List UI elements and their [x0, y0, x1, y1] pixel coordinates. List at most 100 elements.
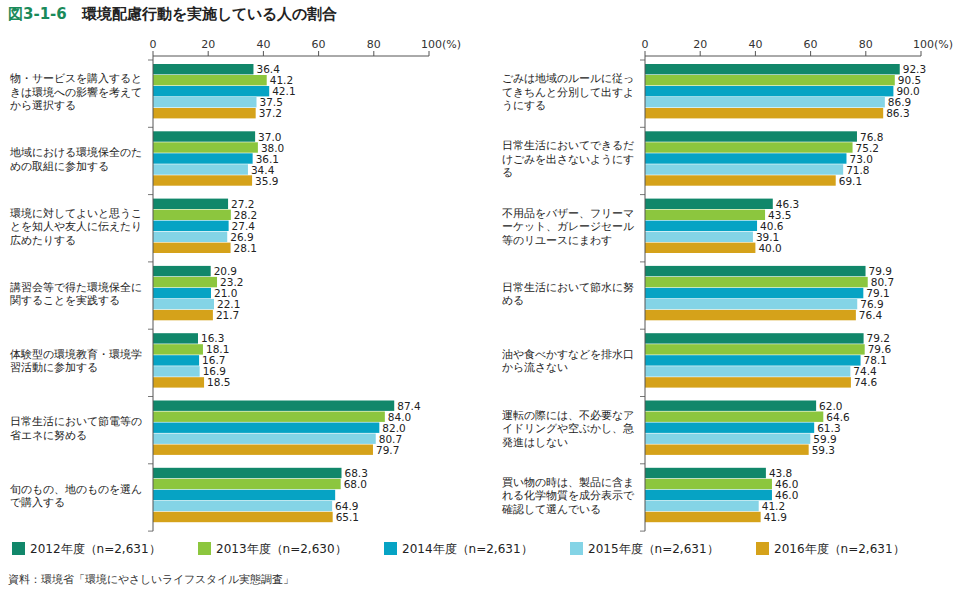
legend-label: 2013年度（n=2,630）: [216, 542, 347, 556]
bar: [645, 277, 868, 287]
data-label: 79.7: [376, 444, 399, 456]
bar: [645, 199, 773, 209]
tick-mark: [921, 51, 922, 56]
bar: [153, 243, 231, 253]
bar: [153, 142, 258, 152]
category-line: ごみは地域のルールに従っ: [502, 72, 634, 85]
category-line: 不用品をバザー、フリーマ: [502, 207, 634, 220]
bar: [153, 75, 267, 85]
category-label: 旬のもの、地のものを選んで購入する: [10, 483, 142, 510]
tick-label: 100(%): [913, 38, 953, 51]
bar: [645, 221, 757, 231]
bars: [645, 64, 900, 522]
group-separator: [640, 463, 645, 464]
bar: [153, 199, 228, 209]
tick-label: 20: [693, 38, 707, 51]
tick-label: 80: [859, 38, 873, 51]
bar: [153, 479, 341, 489]
category-line: めの取組に参加する: [10, 160, 109, 173]
category-label: ごみは地域のルールに従ってきちんと分別して出すようにする: [502, 72, 634, 112]
tick-mark: [429, 51, 430, 56]
data-label: 86.3: [886, 107, 909, 119]
tick-label: 100(%): [421, 38, 461, 51]
tick-label: 0: [150, 38, 157, 51]
tick-mark: [645, 51, 646, 56]
tick-mark: [263, 51, 264, 56]
category-line: イドリングや空ぶかし、急: [502, 422, 634, 435]
bar: [153, 434, 376, 444]
bar: [645, 232, 753, 242]
group-separator: [148, 127, 153, 128]
bar: [153, 232, 227, 242]
group-separator: [148, 261, 153, 262]
category-line: 物・サービスを購入すると: [10, 72, 142, 85]
tick-mark: [373, 51, 374, 56]
data-label: 40.0: [758, 242, 781, 254]
bars: [153, 64, 394, 522]
bar: [645, 501, 759, 511]
group-separator: [148, 531, 153, 532]
group-separator: [148, 463, 153, 464]
bar: [153, 97, 257, 107]
bar: [645, 266, 866, 276]
bar: [645, 434, 810, 444]
bar: [153, 401, 394, 411]
category-label: 日常生活において節電等の省エネに努める: [10, 415, 142, 442]
category-label: 運転の際には、不必要なアイドリングや空ぶかし、急発進はしない: [502, 409, 634, 449]
title-part: 図3-1-6: [8, 5, 67, 23]
data-label: 21.7: [216, 309, 239, 321]
bar: [153, 490, 335, 500]
bar: [645, 97, 885, 107]
category-line: める: [502, 294, 524, 307]
bar: [153, 468, 342, 478]
bar: [645, 86, 893, 96]
category-line: うにする: [502, 99, 546, 112]
bar: [153, 366, 200, 376]
category-line: で購入する: [10, 496, 65, 509]
title: 図3-1-6 環境配慮行動を実施している人の割合: [8, 5, 337, 23]
data-label: 65.1: [336, 511, 359, 523]
bar: [153, 299, 214, 309]
bar: [645, 366, 850, 376]
bar: [153, 501, 332, 511]
labels: 物・サービスを購入するときは環境への影響を考えてから選択する36.441.242…: [9, 63, 421, 523]
bar: [645, 108, 883, 118]
category-line: きは環境への影響を考えて: [10, 86, 142, 99]
bar: [153, 310, 213, 320]
legend-swatch: [12, 542, 25, 555]
bar: [153, 108, 256, 118]
data-label: 37.2: [259, 107, 282, 119]
tick-label: 0: [642, 38, 649, 51]
tick-label: 60: [312, 38, 326, 51]
category-label: 不用品をバザー、フリーマーケット、ガレージセール等のリユースにまわす: [502, 207, 634, 247]
group-separator: [640, 531, 645, 532]
bar: [645, 479, 772, 489]
bar: [153, 86, 269, 96]
bar: [153, 288, 211, 298]
title-part: 環境配慮行動を実施している人の割合: [67, 5, 337, 23]
group-separator: [148, 194, 153, 195]
bar: [645, 142, 853, 152]
bar: [645, 175, 836, 185]
category-line: 地域における環境保全のた: [9, 146, 142, 159]
bar: [153, 512, 333, 522]
bar: [645, 75, 895, 85]
bar: [645, 333, 864, 343]
bar: [645, 288, 863, 298]
bar: [645, 512, 761, 522]
chart-root: 図3-1-6 環境配慮行動を実施している人の割合資料：環境省「環境にやさしいライ…: [0, 0, 957, 596]
category-label: 物・サービスを購入するときは環境への影響を考えてから選択する: [10, 72, 142, 112]
bar: [645, 445, 809, 455]
axis-line: [153, 56, 154, 531]
data-label: 68.0: [344, 478, 367, 490]
category-label: 買い物の時は、製品に含まれる化学物質を成分表示で確認して選んでいる: [501, 476, 635, 516]
bar: [153, 131, 255, 141]
bar: [645, 344, 865, 354]
category-line: る: [502, 166, 513, 179]
tick-label: 60: [804, 38, 818, 51]
category-label: 地域における環境保全のための取組に参加する: [9, 146, 142, 173]
category-line: 日常生活においてできるだ: [502, 139, 634, 152]
axis-line: [645, 56, 921, 57]
tick-mark: [153, 51, 154, 56]
group-separator: [640, 60, 645, 61]
